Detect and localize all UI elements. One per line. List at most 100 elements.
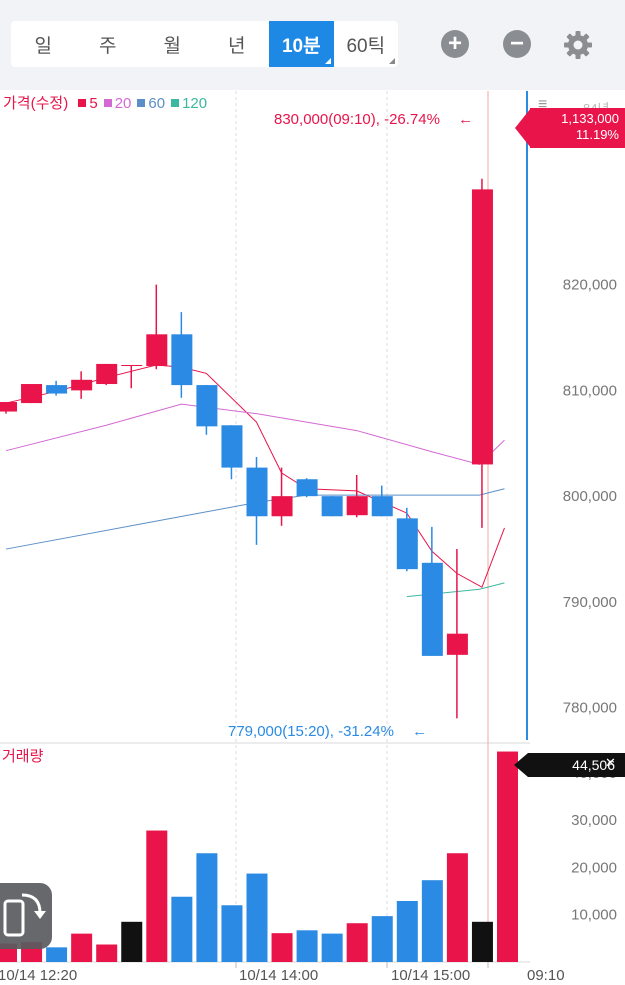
- candles: [0, 178, 493, 719]
- ma-swatch: [137, 99, 146, 107]
- volume-bar: [421, 880, 443, 962]
- candle-body: [96, 363, 118, 385]
- volume-bar: [121, 921, 143, 962]
- period-tab[interactable]: 10분: [269, 21, 334, 67]
- candle-body: [146, 334, 168, 367]
- volume-bar: [96, 944, 118, 962]
- stock-chart[interactable]: 780,000 790,000 800,000 810,000 820,000 10,00…: [0, 90, 625, 985]
- volume-bar: [196, 853, 218, 962]
- price-legend: 가격(수정) 5 20 60 120: [3, 92, 207, 113]
- ma-swatch: [103, 99, 112, 107]
- period-tab[interactable]: 주: [76, 21, 141, 67]
- candle-body: [196, 385, 218, 427]
- candle-body: [271, 496, 293, 517]
- candle-body: [0, 402, 17, 412]
- volume-bar: [221, 905, 243, 962]
- period-tab[interactable]: 년: [205, 21, 270, 67]
- zoom-in-button[interactable]: +: [441, 30, 469, 58]
- price-tick-label: 790,000: [563, 594, 617, 611]
- price-tick-label: 810,000: [563, 382, 617, 399]
- time-tick-label: 09:10: [527, 967, 565, 984]
- candle-body: [346, 496, 368, 516]
- volume-bar: [296, 930, 318, 962]
- arrow-left-icon: ←: [412, 723, 428, 740]
- time-tick-label: 10/14 14:00: [239, 967, 318, 984]
- volume-bar: [497, 751, 518, 962]
- low-annotation-text: 779,000(15:20), -31.24%: [228, 723, 394, 740]
- candle-body: [371, 496, 393, 517]
- ma-legend-item: 60: [137, 95, 165, 112]
- volume-bar: [346, 923, 368, 962]
- ma-legend-label: 60: [148, 95, 166, 112]
- ma-legend-item: 5: [78, 95, 98, 112]
- candle-body: [246, 467, 268, 517]
- volume-bar: [246, 873, 268, 962]
- high-annotation-text: 830,000(09:10), -26.74%: [274, 111, 440, 128]
- candle-body: [221, 425, 243, 468]
- ma20-line: [5, 403, 505, 465]
- menu-icon[interactable]: ≡: [538, 96, 548, 113]
- period-tab-label: 60틱: [346, 35, 386, 57]
- rotate-screen-icon: [3, 893, 46, 937]
- candle-body: [171, 334, 193, 386]
- price-legend-label: 가격(수정): [3, 95, 69, 112]
- candle-body: [321, 496, 343, 517]
- close-icon[interactable]: ✕: [605, 755, 616, 770]
- gear-icon[interactable]: [562, 29, 594, 61]
- period-tab-label: 월: [163, 35, 181, 57]
- period-tab-label: 일: [34, 35, 52, 57]
- current-change: 11.19%: [575, 127, 619, 142]
- ma-legend-label: 120: [182, 95, 208, 112]
- grid-lines: [0, 91, 530, 963]
- volume-tick-label: 30,000: [571, 812, 617, 829]
- period-selector: 일 주 월 년 10분 60틱: [11, 21, 398, 67]
- high-annotation: 830,000(09:10), -26.74% ←: [274, 111, 473, 128]
- zoom-out-button[interactable]: −: [503, 30, 531, 58]
- volume-tick-label: 20,000: [571, 859, 617, 876]
- axes: 780,000 790,000 800,000 810,000 820,000 10,00…: [0, 277, 617, 984]
- candle-body: [71, 379, 93, 391]
- price-tick-label: 780,000: [563, 700, 617, 717]
- volume-bar: [171, 896, 193, 962]
- ma-legend-item: 20: [103, 95, 132, 112]
- period-tab-label: 년: [228, 35, 246, 57]
- candle-body: [421, 562, 443, 656]
- volume-bar: [396, 900, 418, 962]
- candle-body: [46, 385, 68, 394]
- rotate-screen-button[interactable]: [0, 883, 52, 949]
- period-tab-label: 주: [99, 35, 117, 57]
- period-tab-label: 10분: [281, 35, 321, 57]
- candle-body: [446, 633, 468, 655]
- plus-icon: +: [447, 30, 462, 57]
- candle-body: [396, 518, 418, 570]
- toolbar: 일 주 월 년 10분 60틱 + −: [0, 0, 625, 90]
- volume-bar: [471, 921, 493, 962]
- current-volume: 44,506: [572, 757, 615, 773]
- current-price: 1,133,000: [561, 111, 619, 126]
- volume-bar: [146, 830, 168, 962]
- volume-bar: [446, 853, 468, 962]
- period-tab[interactable]: 60틱: [334, 21, 399, 67]
- volume-bar: [46, 947, 68, 962]
- time-tick-label: 10/14 15:00: [391, 967, 470, 984]
- minus-icon: −: [509, 30, 524, 57]
- volume-bars: [0, 751, 518, 962]
- ma-swatch: [78, 99, 87, 107]
- period-tab[interactable]: 일: [11, 21, 76, 67]
- candle-body: [296, 479, 318, 497]
- ma-legend-item: 120: [171, 95, 207, 112]
- time-tick-label: 10/14 12:20: [0, 967, 77, 984]
- volume-pointer-icon: [514, 753, 528, 777]
- volume-tick-label: 10,000: [571, 907, 617, 924]
- candle-body: [21, 384, 43, 404]
- period-tab[interactable]: 월: [140, 21, 205, 67]
- arrow-left-icon: ←: [458, 111, 474, 128]
- ma-legend: 5 20 60 120: [72, 95, 207, 112]
- low-annotation: 779,000(15:20), -31.24% ←: [228, 723, 427, 740]
- candle-body: [471, 189, 493, 465]
- current-volume-badge: 44,506: [528, 753, 625, 777]
- ma-legend-label: 20: [114, 95, 132, 112]
- current-price-badge: 1,133,000 11.19%: [530, 108, 625, 148]
- price-pointer-icon: [515, 108, 531, 148]
- volume-legend-label: 거래량: [2, 748, 44, 765]
